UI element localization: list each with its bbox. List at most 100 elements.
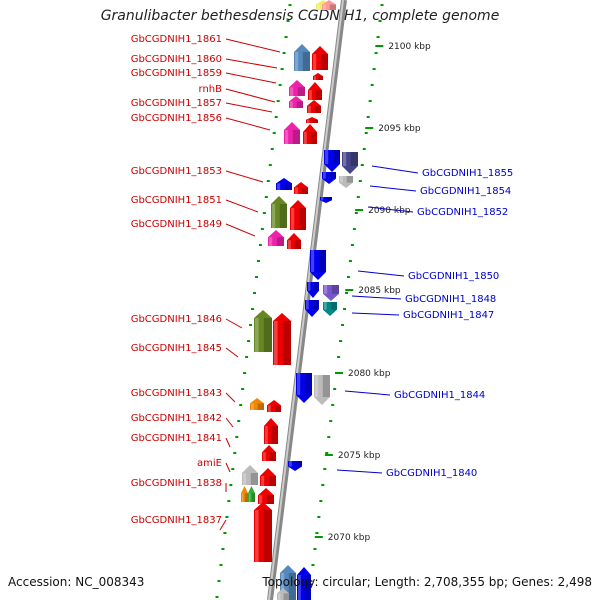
gene-feature — [267, 400, 281, 412]
gene-highlight — [249, 493, 251, 502]
gene-shade — [283, 593, 289, 600]
label-leader — [351, 295, 402, 300]
tick-mark — [254, 276, 258, 278]
gene-label: GbCGDNIH1_1842 — [131, 413, 222, 424]
major-tick — [345, 289, 354, 291]
gene-feature — [273, 313, 291, 365]
tick-mark — [227, 500, 231, 502]
scale-label: 2080 kbp — [348, 369, 391, 379]
tick-mark — [343, 308, 347, 310]
gene-shade — [326, 197, 332, 201]
label-leader — [351, 312, 400, 316]
label-leader — [367, 206, 414, 213]
label-leader — [344, 390, 391, 396]
gene-shade — [268, 476, 276, 486]
gene-shade — [310, 132, 317, 144]
gene-highlight — [314, 76, 316, 80]
tick-mark — [346, 276, 350, 278]
tick-mark — [319, 500, 323, 502]
label-leader — [225, 199, 259, 213]
tick-mark — [249, 324, 253, 326]
gene-highlight — [321, 197, 324, 201]
tick-mark — [325, 452, 329, 454]
gene-shade — [332, 150, 340, 164]
tick-mark — [360, 164, 364, 166]
tick-mark — [286, 20, 290, 22]
tick-mark — [284, 36, 288, 38]
major-tick — [365, 127, 374, 129]
tick-mark — [225, 516, 229, 518]
scale-label: 2070 kbp — [328, 533, 371, 543]
gene-feature — [248, 486, 255, 502]
gene-shade — [313, 282, 319, 291]
gene-feature — [264, 418, 278, 444]
gene-shade — [329, 172, 336, 179]
gene-highlight — [295, 52, 299, 71]
gene-highlight — [288, 240, 291, 249]
tick-mark — [348, 260, 352, 262]
gene-feature — [323, 302, 337, 316]
gene-feature — [287, 233, 301, 249]
tick-mark — [247, 340, 251, 342]
gene-feature — [254, 502, 272, 562]
gene-shade — [346, 176, 353, 183]
gene-highlight — [242, 493, 244, 502]
gene-shade — [315, 90, 322, 100]
tick-mark — [241, 388, 245, 390]
scale-label: 2085 kbp — [358, 286, 401, 296]
tick-mark — [339, 340, 343, 342]
tick-mark — [219, 564, 223, 566]
tick-mark — [231, 468, 235, 470]
gene-feature — [260, 468, 276, 486]
gene-highlight — [307, 119, 310, 123]
label-leader — [225, 417, 234, 428]
tick-mark — [288, 4, 292, 6]
major-tick — [335, 372, 344, 374]
gene-feature — [313, 73, 323, 80]
major-tick — [324, 454, 333, 456]
tick-mark — [251, 308, 255, 310]
label-leader — [225, 170, 264, 183]
tick-mark — [370, 84, 374, 86]
gene-feature — [262, 445, 276, 461]
gene-feature — [271, 196, 287, 228]
tick-mark — [245, 356, 249, 358]
gene-shade — [295, 461, 302, 467]
gene-highlight — [308, 282, 311, 291]
gene-shade — [301, 187, 308, 194]
gene-feature — [323, 285, 339, 301]
gene-shade — [282, 321, 291, 365]
gene-feature — [277, 588, 289, 600]
right-gene-labels: GbCGDNIH1_1855 GbCGDNIH1_1854 GbCGDNIH1_18… — [336, 165, 513, 479]
gene-shade — [302, 52, 310, 71]
gene-feature — [314, 375, 330, 405]
gene-feature — [294, 182, 308, 194]
tick-mark — [376, 36, 380, 38]
tick-mark — [317, 516, 321, 518]
gene-shade — [294, 240, 301, 249]
tick-mark — [221, 548, 225, 550]
gene-feature — [294, 44, 310, 71]
tick-mark — [337, 356, 341, 358]
gene-label: amiE — [197, 458, 222, 469]
tick-mark — [233, 452, 237, 454]
tick-mark — [331, 404, 335, 406]
tick-mark — [354, 212, 358, 214]
tick-mark — [329, 420, 333, 422]
tick-mark — [311, 564, 315, 566]
gene-label: GbCGDNIH1_1846 — [131, 314, 222, 325]
gene-label: GbCGDNIH1_1837 — [131, 515, 222, 526]
gene-label: GbCGDNIH1_1861 — [131, 34, 222, 45]
accession-text: Accession: NC_008343 — [8, 575, 145, 589]
gene-features — [241, 0, 358, 600]
gene-highlight — [313, 54, 317, 70]
gene-feature — [297, 567, 311, 600]
gene-feature — [258, 488, 274, 504]
gene-feature — [308, 82, 322, 100]
tick-mark — [378, 20, 382, 22]
gene-shade — [330, 302, 337, 310]
gene-shade — [269, 452, 276, 461]
gene-feature — [307, 100, 321, 113]
gene-highlight — [272, 204, 276, 228]
gene-shade — [288, 573, 296, 600]
